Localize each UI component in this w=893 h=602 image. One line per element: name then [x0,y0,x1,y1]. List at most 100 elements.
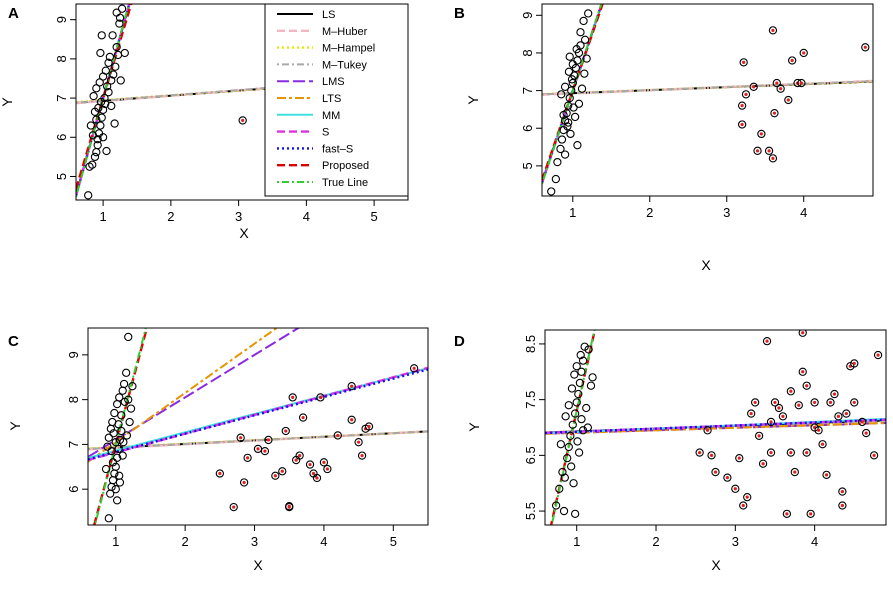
data-point [577,367,586,376]
line-mm [88,367,428,459]
outlier-point-mark [836,414,841,418]
outlier-point [749,82,758,91]
outlier-point-mark [813,400,817,405]
outlier-point-mark [832,392,837,396]
outlier-point-mark [777,406,781,410]
outlier-point [798,367,807,376]
data-point [117,4,127,13]
data-point [574,389,583,399]
data-point [109,70,118,79]
outlier-point-mark [828,400,833,405]
legend-label: True Line [322,177,368,189]
line-lts [545,422,886,435]
line-lts [542,4,603,183]
panel-A: A 1 2 3 4 5 5 6 7 8 9 X Y LS M–Huber M–Hampel M–Tukey LMS… [0,3,409,241]
data-point [563,453,572,463]
outlier-point [347,382,356,391]
outlier-point-mark [287,504,291,508]
outlier-point-mark [752,85,756,89]
data-point [573,56,582,65]
data-point [107,101,116,111]
y-tick-label: 5 [520,162,535,169]
y-tick-label: 9 [66,351,81,358]
data-point [578,356,588,365]
x-tick-label: 3 [235,209,242,224]
outlier-point [873,350,883,360]
outlier-point-mark [336,433,340,438]
outlier-point [768,26,778,35]
data-point [567,462,576,471]
outlier-point-mark [741,503,745,508]
data-point [97,31,106,40]
x-axis-title: X [253,557,263,573]
outlier-point-mark [322,460,326,464]
outlier-point [735,453,744,463]
data-point [103,82,112,91]
x-tick-label: 4 [811,534,818,549]
outlier-point [778,412,788,421]
x-tick-label: 5 [390,534,397,549]
outlier-point [797,78,806,88]
outlier-point [737,120,747,129]
outlier-point-mark [757,434,761,438]
data-point [115,478,125,487]
data-point [110,119,119,128]
outlier-point [766,417,776,427]
outlier-point-mark [744,92,748,96]
outlier-point [850,398,859,407]
outlier-point [333,431,342,440]
data-point [580,35,590,44]
x-axis-title: X [701,257,711,273]
outlier-point [707,451,716,460]
data-point [98,105,108,114]
outlier-point-mark [789,450,793,455]
outlier-point-mark [284,429,288,433]
y-tick-label: 6 [520,125,535,132]
data-point [568,420,577,429]
panel-label: D [454,333,465,350]
plot-frame [541,3,874,197]
line-proposed [92,328,149,525]
outlier-point [776,84,785,93]
y-axis-title: Y [7,421,23,431]
data-point [580,69,589,78]
outlier-point [798,330,807,337]
line-lms [542,4,603,183]
outlier-point [762,336,772,346]
outlier-point [850,359,859,368]
data-point [115,393,124,402]
data-point [96,121,105,130]
data-point [583,423,592,432]
outlier-point-mark [367,424,371,429]
y-axis-title: Y [466,422,482,432]
outlier-point-mark [350,384,354,388]
data-point [560,82,570,91]
outlier-point [784,95,793,105]
outlier-point-mark [785,512,789,516]
data-point [119,438,128,447]
data-point [117,426,126,436]
y-tick-label: 5.5 [523,502,538,520]
x-tick-label: 3 [732,534,739,549]
panel-label: B [454,5,465,22]
outlier-point-mark [753,400,757,405]
data-point [579,16,588,26]
outlier-point [768,154,778,163]
y-axis-title: Y [0,97,15,107]
outlier-point-mark [781,414,785,418]
data-point [564,118,573,127]
plot-frame [87,327,429,526]
data-point [572,45,581,54]
outlier-point-mark [725,476,729,480]
data-point [112,42,121,52]
outlier-point [739,58,748,67]
data-point [125,417,134,427]
outlier-point-mark [232,505,236,509]
x-tick-label: 2 [646,205,653,220]
line-fast-s [545,418,886,435]
outlier-point [754,431,764,441]
legend-label: S [322,127,329,139]
outlier-point [264,435,273,445]
outlier-point-mark [786,98,790,102]
outlier-point-mark [772,111,777,115]
